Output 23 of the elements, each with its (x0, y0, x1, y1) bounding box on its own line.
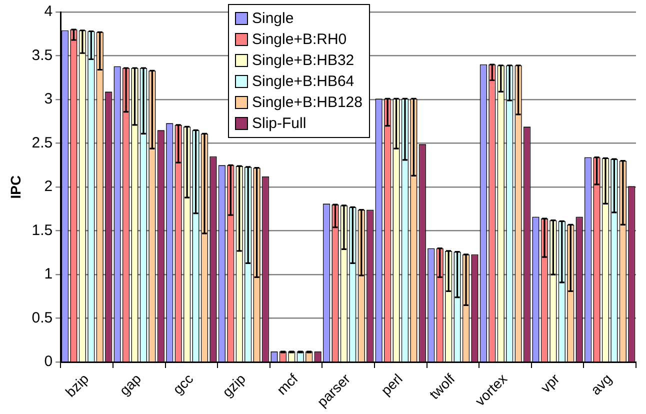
y-tick-label: 2.5 (32, 134, 53, 152)
legend-label: Single+B:HB128 (252, 93, 362, 113)
y-tick-label: 2 (44, 178, 53, 196)
x-tick-label: vpr (537, 370, 563, 396)
legend-label: Slip-Full (252, 114, 306, 134)
x-tick-label: bzip (62, 370, 92, 400)
y-tick-label: 1.5 (32, 222, 53, 239)
legend-label: Single+B:HB64 (252, 72, 354, 92)
legend-label: Single+B:RH0 (252, 30, 347, 50)
y-tick-label: 3 (44, 90, 53, 108)
y-tick-label: 0.5 (32, 309, 53, 326)
x-tick-label: gzip (219, 370, 249, 400)
x-tick-label: mcf (274, 370, 301, 398)
legend-label: Single+B:HB32 (252, 51, 354, 71)
y-tick-label: 3.5 (32, 46, 53, 64)
y-tick-label: 1 (44, 266, 53, 283)
y-tick-label: 4 (44, 3, 53, 20)
x-tick-label: avg (587, 370, 615, 398)
y-axis-title: IPC (7, 175, 24, 199)
x-tick-label: gcc (170, 370, 196, 398)
y-tick-label: 0 (44, 353, 53, 370)
x-tick-label: gap (116, 370, 144, 398)
legend-label: Single (252, 9, 294, 29)
